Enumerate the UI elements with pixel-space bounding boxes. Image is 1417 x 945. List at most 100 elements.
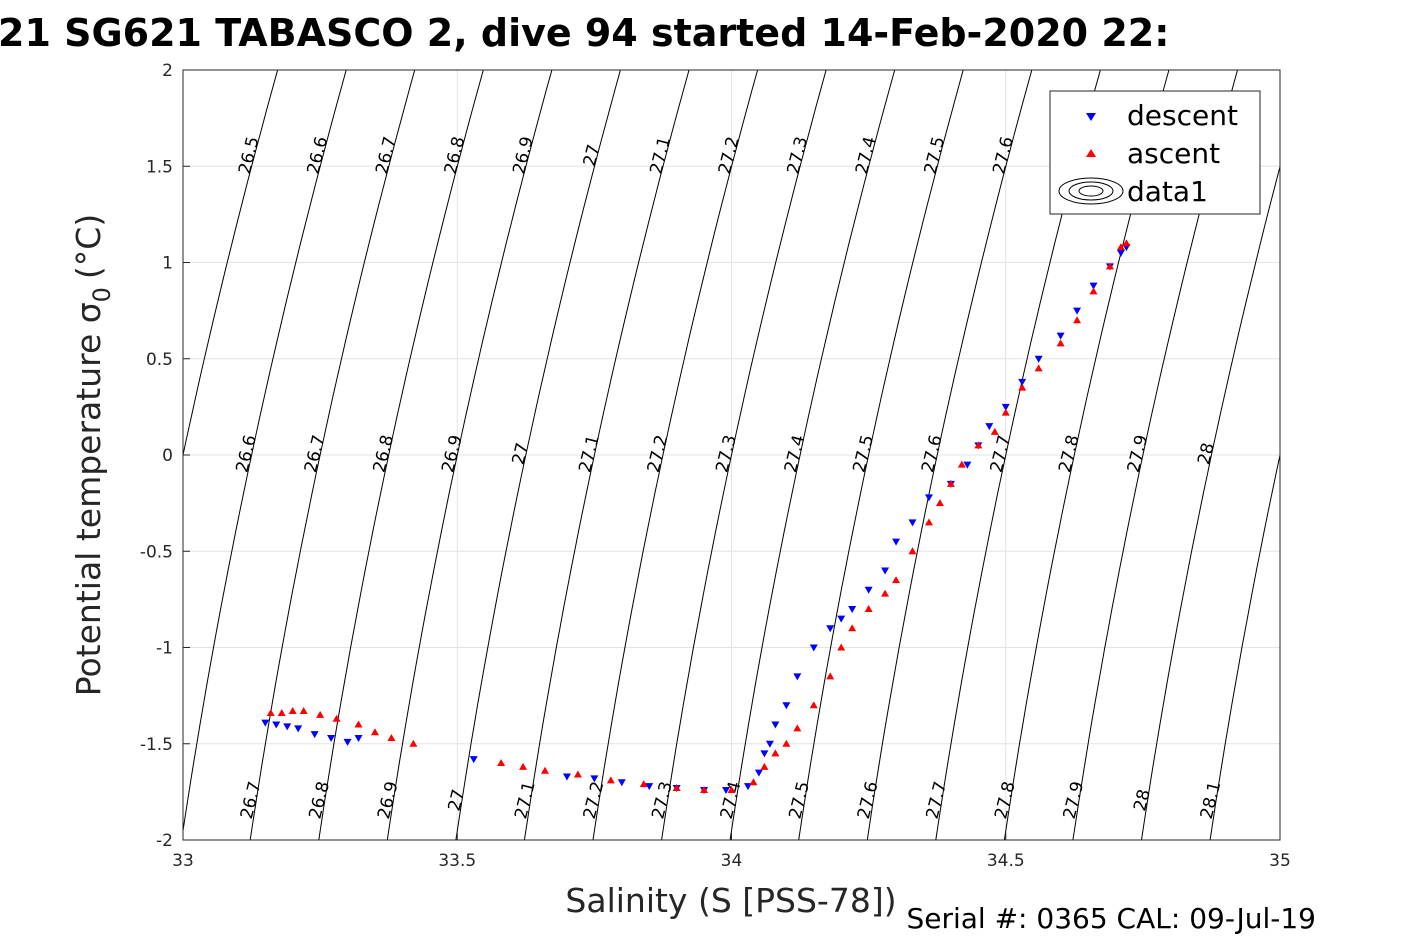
descent-point: [562, 773, 571, 781]
descent-point: [924, 494, 933, 502]
ascent-point: [700, 785, 709, 793]
ascent-point: [354, 720, 363, 728]
ascent-point: [908, 547, 917, 555]
chart-title: 21 SG621 TABASCO 2, dive 94 started 14-F…: [0, 11, 1169, 55]
ascent-point: [497, 759, 506, 766]
descent-point: [985, 423, 994, 431]
descent-point: [1073, 307, 1082, 315]
y-axis-label-unit: (°C): [69, 214, 108, 279]
x-tick-label: 34.5: [987, 851, 1025, 871]
descent-point: [343, 738, 352, 746]
y-tick-label: 1: [162, 254, 173, 274]
ascent-point: [672, 784, 681, 792]
legend-box: [1049, 90, 1261, 215]
contour-line: [183, 70, 279, 458]
ascent-point: [409, 739, 418, 747]
ascent-point: [541, 766, 550, 774]
descent-point: [908, 519, 917, 527]
contour-line: [729, 70, 896, 840]
y-tick-label: -1.5: [140, 735, 173, 755]
ascent-point: [1122, 239, 1131, 247]
ascent-point: [990, 427, 999, 435]
ascent-point: [749, 778, 758, 786]
descent-point: [590, 775, 599, 783]
legend-contour-marker: [1058, 177, 1124, 205]
contour-line: [661, 70, 827, 840]
ascent-point: [881, 589, 890, 597]
ascent-point: [826, 672, 835, 680]
contour-line: [183, 70, 347, 835]
ascent-point: [1105, 262, 1114, 270]
ascent-point: [892, 576, 901, 584]
descent-point: [272, 721, 281, 729]
legend: descent ascent data1: [1049, 90, 1261, 215]
descent-point: [848, 606, 857, 613]
y-tick-label: 2: [162, 61, 173, 81]
descent-point: [782, 702, 791, 710]
descent-point: [645, 783, 654, 791]
descent-point: [864, 586, 873, 594]
descent-point: [722, 786, 731, 794]
y-axis-label-subscript: 0: [88, 287, 116, 302]
legend-ascent-label: ascent: [1127, 137, 1220, 170]
legend-descent-label: descent: [1127, 99, 1238, 132]
ascent-point: [771, 749, 780, 757]
ascent-point: [299, 707, 308, 715]
contour-line: [592, 70, 759, 840]
descent-point: [963, 461, 972, 469]
legend-ascent-marker: [1086, 149, 1096, 157]
ascent-point: [1073, 316, 1082, 324]
y-tick-label: 1.5: [146, 157, 173, 177]
descent-point: [294, 725, 303, 733]
y-axis-label-main: Potential temperature σ: [69, 302, 108, 696]
ascent-point: [809, 701, 818, 709]
descent-point: [617, 779, 626, 787]
ascent-point: [1001, 408, 1010, 416]
y-tick-label: 0: [162, 446, 173, 466]
y-tick-label: -1: [156, 639, 173, 659]
descent-point: [1034, 355, 1043, 363]
ascent-point: [760, 762, 769, 770]
ascent-point: [864, 605, 873, 612]
ascent-point: [957, 460, 966, 468]
ascent-point: [1116, 243, 1125, 251]
contour-line: [798, 70, 964, 840]
descent-point: [765, 740, 774, 748]
ascent-point: [935, 499, 944, 507]
y-tick-label: -0.5: [140, 542, 173, 562]
ascent-point: [974, 441, 983, 449]
ascent-point: [370, 728, 379, 736]
x-tick-label: 33.5: [438, 851, 476, 871]
descent-point: [1001, 403, 1010, 411]
ascent-point: [793, 724, 802, 732]
ascent-point: [387, 733, 396, 741]
ascent-point: [573, 770, 582, 778]
contour-line: [386, 70, 553, 840]
contour-line: [455, 70, 621, 840]
ascent-point: [924, 518, 933, 526]
ascent-point: [848, 624, 857, 632]
descent-point: [1116, 249, 1125, 257]
descent-point: [793, 673, 802, 681]
ascent-point: [1034, 364, 1043, 372]
x-tick-label: 34: [721, 851, 743, 871]
descent-point: [837, 615, 846, 623]
contour-line: [1141, 164, 1280, 840]
descent-point: [469, 756, 478, 764]
descent-point: [261, 719, 270, 727]
descent-point: [754, 769, 763, 777]
descent-point: [1018, 378, 1027, 386]
ascent-point: [266, 708, 275, 716]
descent-point: [283, 723, 292, 731]
ascent-point: [837, 643, 846, 651]
ascent-point: [519, 762, 528, 770]
contour-line: [318, 70, 484, 840]
ascent-point: [639, 780, 648, 788]
descent-point: [327, 734, 336, 742]
y-axis-label: Potential temperature σ0 (°C): [69, 214, 116, 696]
data-series: [261, 239, 1131, 794]
serial-cal-footer: Serial #: 0365 CAL: 09-Jul-19: [906, 902, 1316, 935]
contour-line: [1209, 452, 1280, 840]
descent-point: [310, 731, 319, 739]
